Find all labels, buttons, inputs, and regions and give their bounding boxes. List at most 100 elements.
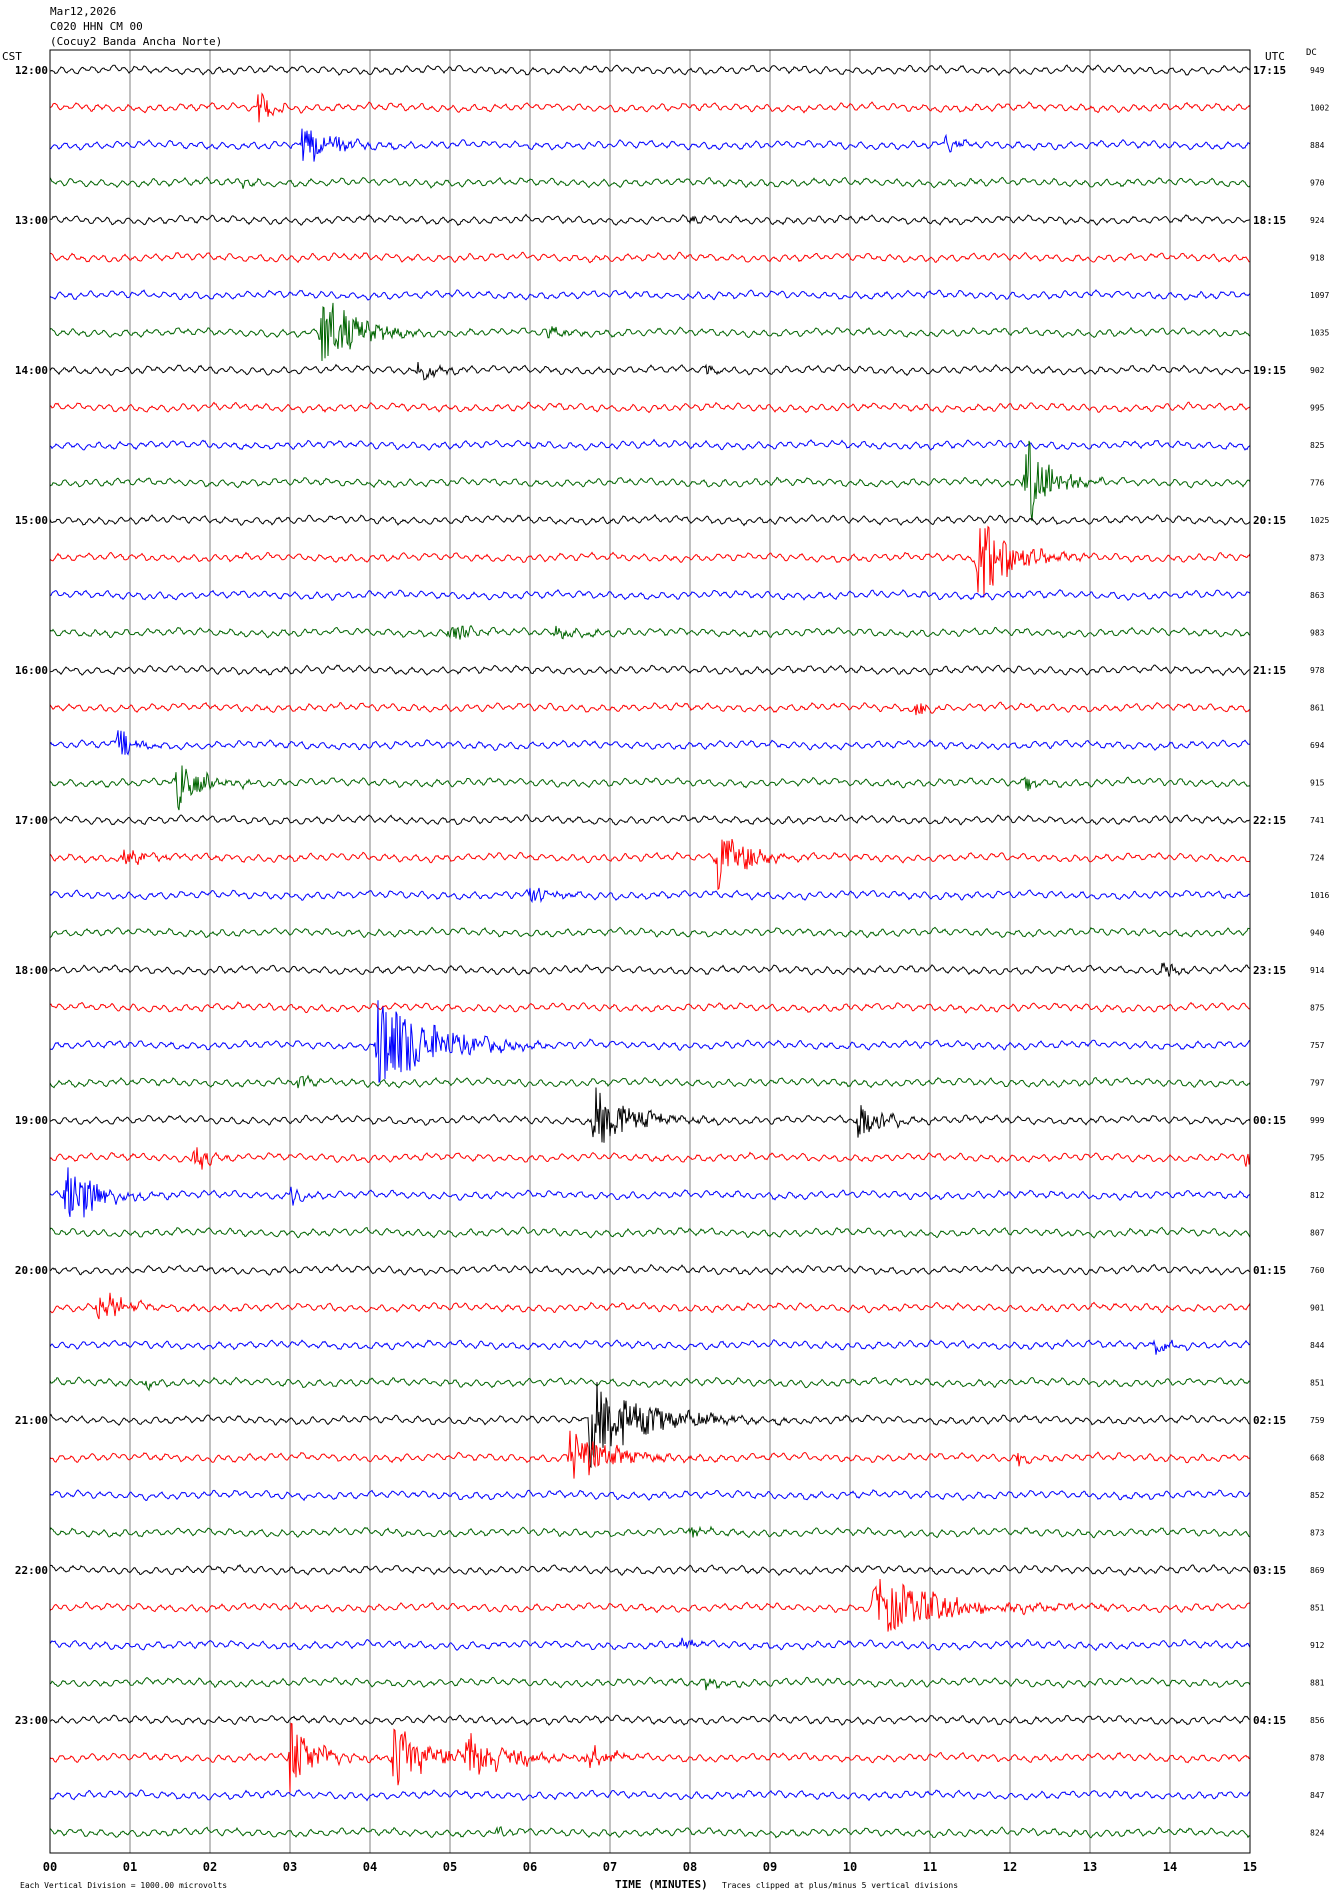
dc-value: 741 <box>1310 816 1325 825</box>
x-tick-label: 01 <box>123 1860 137 1874</box>
dc-value: 795 <box>1310 1154 1325 1163</box>
dc-value: 856 <box>1310 1716 1325 1725</box>
seismic-trace-11 <box>49 440 1251 522</box>
dc-value: 851 <box>1310 1604 1325 1613</box>
seismic-trace-16 <box>49 664 1251 677</box>
seismic-trace-37 <box>49 1430 1250 1479</box>
dc-value: 999 <box>1310 1116 1325 1125</box>
x-axis-title: TIME (MINUTES) <box>615 1878 708 1891</box>
right-hour-label: 22:15 <box>1253 814 1286 827</box>
dc-value: 759 <box>1310 1416 1325 1425</box>
seismic-trace-47 <box>49 1826 1251 1839</box>
left-hour-label: 19:00 <box>15 1114 48 1127</box>
dc-value: 915 <box>1310 779 1325 788</box>
header-date: Mar12,2026 <box>50 5 117 18</box>
seismic-traces <box>49 64 1251 1839</box>
seismic-trace-6 <box>49 289 1251 301</box>
header-site: (Cocuy2 Banda Ancha Norte) <box>50 35 223 48</box>
seismic-trace-13 <box>49 525 1251 598</box>
seismic-trace-3 <box>49 176 1251 189</box>
dc-value: 807 <box>1310 1229 1325 1238</box>
seismic-trace-30 <box>49 1167 1251 1218</box>
seismic-trace-20 <box>49 814 1251 826</box>
seismic-trace-14 <box>49 588 1251 602</box>
right-hour-label: 21:15 <box>1253 664 1286 677</box>
dc-value: 694 <box>1310 741 1325 750</box>
seismic-trace-44 <box>49 1714 1251 1726</box>
dc-value: 914 <box>1310 966 1325 975</box>
seismic-trace-19 <box>49 765 1251 811</box>
seismic-trace-38 <box>49 1489 1251 1502</box>
x-tick-label: 14 <box>1163 1860 1177 1874</box>
x-tick-label: 11 <box>923 1860 937 1874</box>
seismic-trace-17 <box>49 701 1251 716</box>
dc-value: 901 <box>1310 1304 1325 1313</box>
seismic-trace-9 <box>49 401 1251 414</box>
dc-value: 1016 <box>1310 891 1329 900</box>
x-tick-label: 05 <box>443 1860 457 1874</box>
x-tick-label: 07 <box>603 1860 617 1874</box>
left-hour-label: 22:00 <box>15 1564 48 1577</box>
left-hour-label: 23:00 <box>15 1714 48 1727</box>
left-hour-label: 14:00 <box>15 364 48 377</box>
header-station: C020 HHN CM 00 <box>50 20 143 33</box>
seismic-trace-4 <box>49 213 1251 226</box>
seismic-trace-5 <box>49 251 1250 264</box>
dc-value: 760 <box>1310 1266 1325 1275</box>
seismic-trace-31 <box>49 1226 1251 1239</box>
seismic-trace-2 <box>49 128 1251 162</box>
footer-right-note: Traces clipped at plus/minus 5 vertical … <box>722 1881 959 1890</box>
dc-value: 875 <box>1310 1004 1325 1013</box>
right-hour-label: 17:15 <box>1253 64 1286 77</box>
dc-value: 924 <box>1310 216 1325 225</box>
dc-value: 757 <box>1310 1041 1325 1050</box>
dc-value: 873 <box>1310 1529 1325 1538</box>
left-hour-label: 17:00 <box>15 814 48 827</box>
right-hour-label: 23:15 <box>1253 964 1286 977</box>
seismic-trace-25 <box>49 1001 1251 1014</box>
seismic-trace-46 <box>49 1789 1251 1802</box>
x-tick-label: 06 <box>523 1860 537 1874</box>
left-hour-label: 12:00 <box>15 64 48 77</box>
seismic-trace-7 <box>49 302 1251 362</box>
dc-value: 776 <box>1310 479 1325 488</box>
dc-value: 878 <box>1310 1754 1325 1763</box>
dc-value: 1002 <box>1310 104 1329 113</box>
footer-left-note: Each Vertical Division = 1000.00 microvo… <box>20 1881 228 1890</box>
seismic-trace-32 <box>49 1263 1251 1276</box>
seismic-trace-15 <box>49 624 1251 640</box>
dc-value: 847 <box>1310 1791 1325 1800</box>
dc-value: 861 <box>1310 704 1325 713</box>
seismic-trace-28 <box>49 1087 1251 1143</box>
dc-value: 873 <box>1310 554 1325 563</box>
left-hour-label: 13:00 <box>15 214 48 227</box>
dc-value: 851 <box>1310 1379 1325 1388</box>
seismic-trace-40 <box>49 1563 1251 1576</box>
seismic-trace-24 <box>49 962 1251 977</box>
dc-value: 884 <box>1310 141 1325 150</box>
dc-value: 1025 <box>1310 516 1329 525</box>
seismic-trace-33 <box>49 1292 1251 1320</box>
seismic-trace-0 <box>49 64 1251 77</box>
seismic-trace-1 <box>49 92 1251 123</box>
dc-value: 824 <box>1310 1829 1325 1838</box>
dc-value: 978 <box>1310 666 1325 675</box>
seismic-trace-26 <box>49 1000 1251 1083</box>
dc-value: 852 <box>1310 1491 1325 1500</box>
dc-value: 724 <box>1310 854 1325 863</box>
right-hour-label: 19:15 <box>1253 364 1286 377</box>
seismic-trace-36 <box>49 1382 1250 1469</box>
left-hour-label: 21:00 <box>15 1414 48 1427</box>
dc-value: 825 <box>1310 441 1325 450</box>
right-hour-label: 01:15 <box>1253 1264 1286 1277</box>
plot-frame <box>49 49 1251 1854</box>
dc-value: 918 <box>1310 254 1325 263</box>
seismic-trace-23 <box>49 926 1251 939</box>
seismic-trace-45 <box>49 1722 1251 1793</box>
dc-value: 970 <box>1310 179 1325 188</box>
dc-value: 881 <box>1310 1679 1325 1688</box>
dc-value: 912 <box>1310 1641 1325 1650</box>
left-hour-label: 16:00 <box>15 664 48 677</box>
dc-value: 668 <box>1310 1454 1325 1463</box>
